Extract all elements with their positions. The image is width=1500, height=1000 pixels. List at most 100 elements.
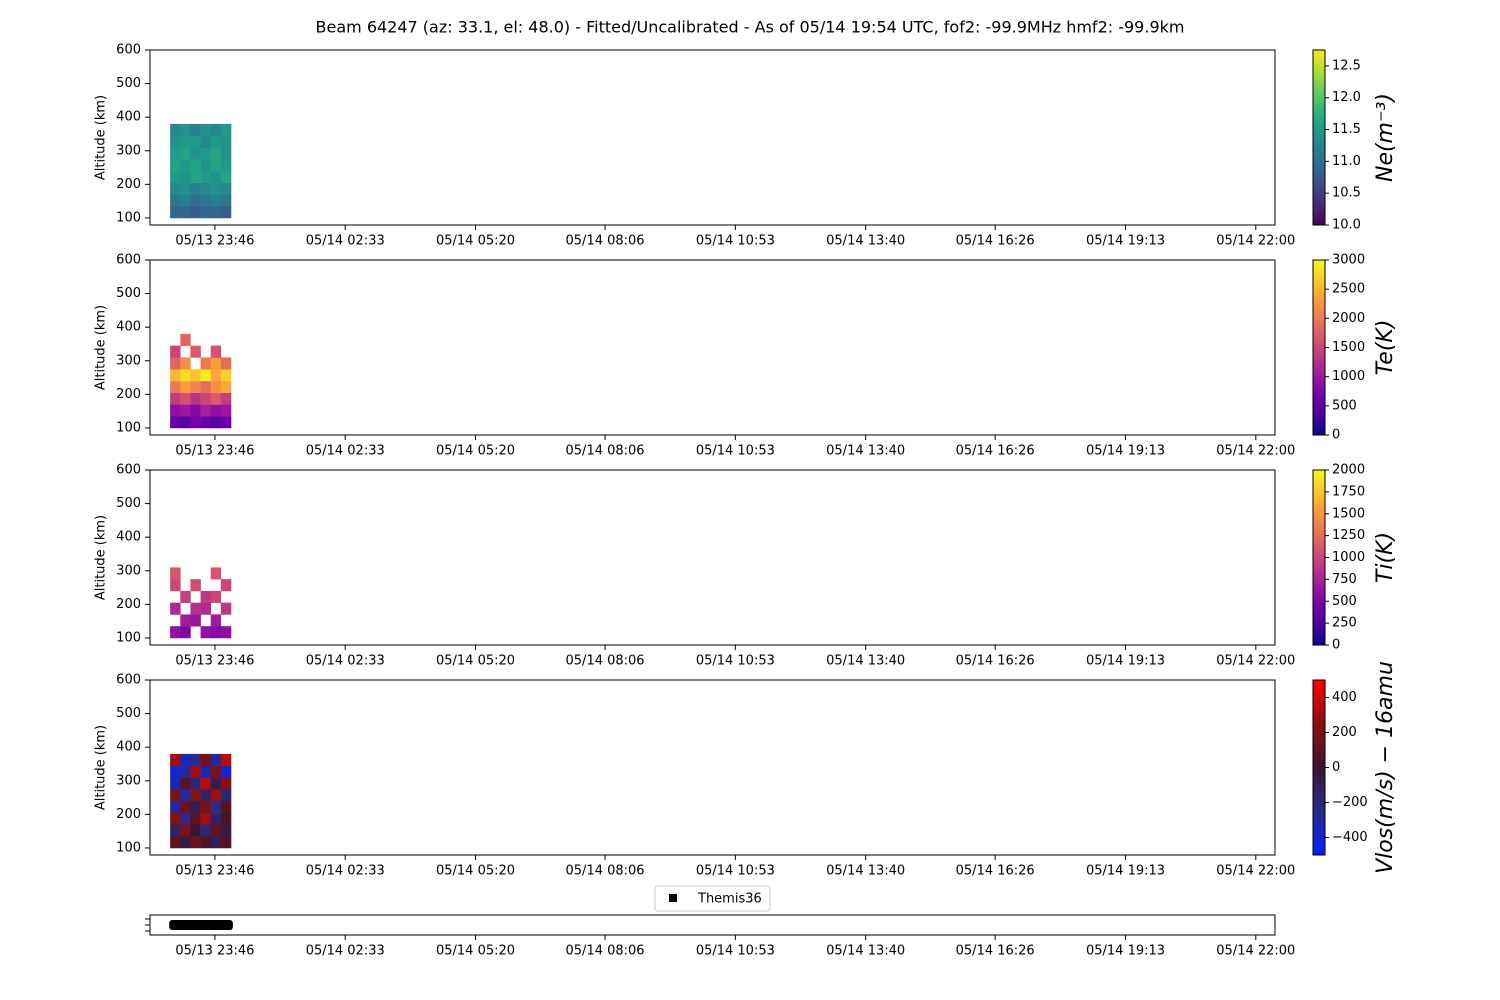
heat-cell: [210, 147, 222, 160]
colorbar-tick-label: 200: [1332, 725, 1357, 740]
y-tick-label: 600: [116, 673, 141, 688]
heat-cell: [220, 753, 232, 766]
x-tick-label: 05/14 19:13: [1086, 944, 1165, 959]
heat-cell: [180, 789, 191, 802]
y-tick-label: 200: [116, 387, 141, 402]
colorbar: [1312, 469, 1326, 646]
heat-cell: [190, 182, 201, 195]
colorbar-tick-label: 11.5: [1332, 122, 1361, 137]
heat-cell: [220, 800, 232, 813]
x-tick-label: 05/14 02:33: [306, 234, 385, 249]
heat-cell: [170, 159, 181, 172]
heat-cell: [220, 789, 232, 802]
heat-cell: [180, 836, 191, 849]
legend-marker: [669, 894, 677, 902]
heat-cell: [210, 182, 222, 195]
colorbar-tick-label: 12.5: [1332, 58, 1361, 73]
y-tick-label: 500: [116, 706, 141, 721]
heat-cell: [220, 147, 232, 160]
y-tick-label: 200: [116, 177, 141, 192]
y-axis-label: Altitude (km): [94, 95, 109, 180]
colorbar-tick-label: 3000: [1332, 253, 1365, 268]
colorbar-tick-label: 500: [1332, 398, 1357, 413]
heat-cell: [180, 392, 191, 405]
x-tick-label: 05/14 05:20: [436, 944, 515, 959]
x-tick-label: 05/14 19:13: [1086, 234, 1165, 249]
x-tick-label: 05/14 08:06: [566, 944, 645, 959]
heat-cell: [180, 182, 191, 195]
heat-cell: [170, 789, 181, 802]
legend-label: Themis36: [697, 892, 762, 907]
heat-cell: [190, 614, 201, 627]
heat-cell: [180, 590, 191, 603]
axes-frame: [149, 49, 1276, 226]
heat-cell: [180, 824, 191, 837]
heat-cell: [200, 824, 212, 837]
heat-cell: [210, 135, 222, 148]
colorbar-tick-label: −200: [1332, 795, 1368, 810]
heat-cell: [170, 206, 181, 219]
heat-cell: [180, 812, 191, 825]
x-tick-label: 05/14 19:13: [1086, 654, 1165, 669]
heat-cell: [200, 392, 212, 405]
heat-cell: [220, 836, 232, 849]
colorbar-label: Vlos(m/s) − 16amu: [1373, 661, 1398, 874]
x-tick-label: 05/14 02:33: [306, 864, 385, 879]
heat-cell: [200, 626, 212, 639]
heat-cell: [210, 753, 222, 766]
colorbar-tick-label: 1000: [1332, 550, 1365, 565]
heat-cell: [220, 123, 232, 136]
heat-cell: [190, 812, 201, 825]
heat-cell: [180, 765, 191, 778]
heat-cell: [170, 416, 181, 429]
heat-cell: [170, 357, 181, 370]
heat-cell: [170, 123, 181, 136]
y-axis-label: Altitude (km): [94, 725, 109, 810]
heat-cell: [220, 404, 232, 417]
heat-cell: [220, 182, 232, 195]
x-tick-label: 05/13 23:46: [175, 864, 254, 879]
heat-cell: [210, 567, 222, 580]
heat-cell: [180, 206, 191, 219]
heat-cell: [210, 416, 222, 429]
y-tick-label: 100: [116, 210, 141, 225]
heat-cell: [170, 579, 181, 592]
x-tick-label: 05/13 23:46: [175, 234, 254, 249]
heat-cell: [190, 206, 201, 219]
x-tick-label: 05/14 02:33: [306, 944, 385, 959]
y-tick-label: 400: [116, 740, 141, 755]
heat-cell: [190, 392, 201, 405]
y-tick-label: 300: [116, 563, 141, 578]
heat-cell: [180, 333, 191, 346]
heat-cell: [200, 602, 212, 615]
x-tick-label: 05/14 22:00: [1216, 444, 1295, 459]
heat-cell: [220, 626, 232, 639]
x-tick-label: 05/13 23:46: [175, 444, 254, 459]
heat-cell: [190, 135, 201, 148]
colorbar-tick-label: 12.0: [1332, 90, 1361, 105]
x-tick-label: 05/13 23:46: [175, 654, 254, 669]
colorbar-label: Ne(m⁻³): [1373, 93, 1398, 182]
heat-cell: [210, 404, 222, 417]
colorbar-tick-label: 0: [1332, 428, 1340, 443]
legend-box: [654, 885, 771, 912]
heat-cell: [220, 135, 232, 148]
heat-cell: [180, 404, 191, 417]
heat-cell: [190, 765, 201, 778]
x-tick-label: 05/14 05:20: [436, 654, 515, 669]
x-tick-label: 05/14 05:20: [436, 864, 515, 879]
heat-cell: [170, 345, 181, 358]
heat-cell: [170, 602, 181, 615]
heat-cell: [220, 159, 232, 172]
x-tick-label: 05/14 16:26: [956, 864, 1035, 879]
heat-cell: [190, 824, 201, 837]
colorbar-tick-label: 11.0: [1332, 154, 1361, 169]
heat-cell: [210, 800, 222, 813]
heat-cell: [200, 182, 212, 195]
y-tick-label: 300: [116, 353, 141, 368]
colorbar-tick-label: 750: [1332, 572, 1357, 587]
colorbar-label: Ti(K): [1373, 532, 1398, 583]
colorbar-tick-label: 0: [1332, 760, 1340, 775]
heat-cell: [220, 824, 232, 837]
heat-cell: [210, 836, 222, 849]
